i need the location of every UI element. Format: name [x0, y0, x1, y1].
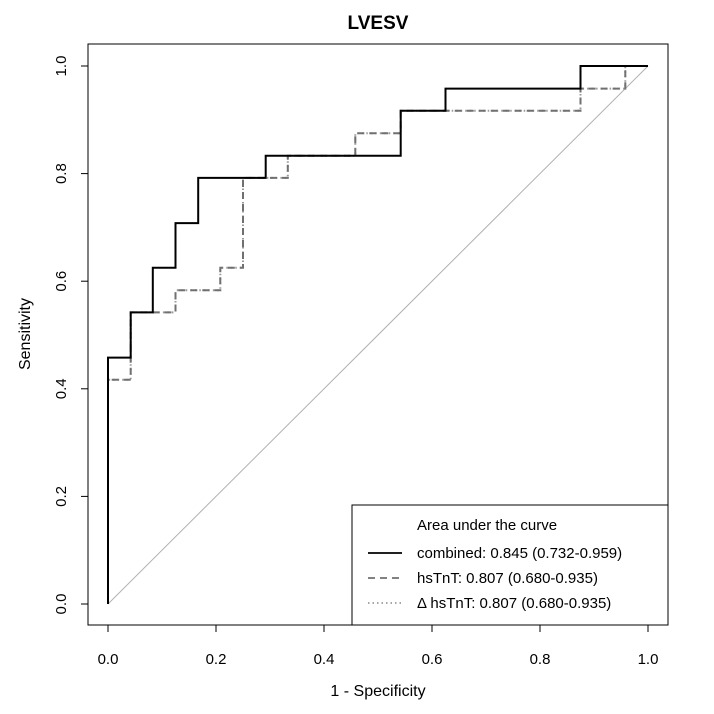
- legend-entry-combined: combined: 0.845 (0.732-0.959): [417, 545, 622, 562]
- series-layer: [107, 65, 648, 604]
- y-tick-label: 0.8: [53, 163, 70, 184]
- y-axis-label: Sensitivity: [17, 298, 34, 370]
- x-tick-label: 1.0: [638, 651, 659, 668]
- chart-title: LVESV: [348, 13, 409, 34]
- y-tick-label: 1.0: [53, 56, 70, 77]
- legend: Area under the curve combined: 0.845 (0.…: [351, 504, 669, 626]
- x-tick-label: 0.2: [206, 651, 227, 668]
- y-tick-label: 0.0: [53, 594, 70, 615]
- legend-entry-delta-hstnt: Δ hsTnT: 0.807 (0.680-0.935): [417, 595, 611, 612]
- y-tick-label: 0.4: [53, 378, 70, 399]
- y-tick-label: 0.2: [53, 486, 70, 507]
- legend-title: Area under the curve: [417, 517, 557, 534]
- series-combined: [107, 65, 648, 604]
- legend-entry-hstnt: hsTnT: 0.807 (0.680-0.935): [417, 570, 598, 587]
- x-tick-label: 0.6: [422, 651, 443, 668]
- x-axis: 0.0 0.2 0.4 0.6 0.8 1.0: [98, 625, 659, 668]
- x-axis-label: 1 - Specificity: [330, 683, 425, 700]
- legend-box: [351, 504, 669, 626]
- reference-diagonal: [107, 65, 649, 605]
- x-tick-label: 0.0: [98, 651, 119, 668]
- y-axis: 0.0 0.2 0.4 0.6 0.8 1.0: [53, 56, 88, 615]
- x-tick-label: 0.4: [314, 651, 335, 668]
- y-tick-label: 0.6: [53, 271, 70, 292]
- x-tick-label: 0.8: [530, 651, 551, 668]
